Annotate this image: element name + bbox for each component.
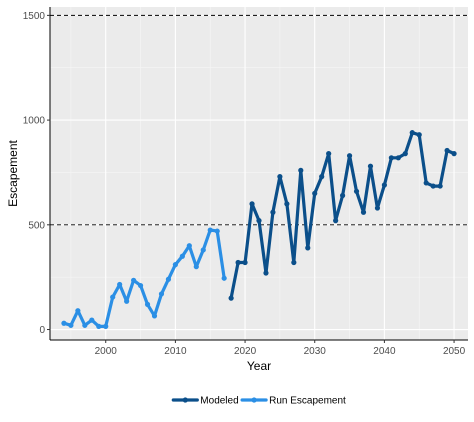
plot-panel xyxy=(50,7,468,340)
series-layer xyxy=(61,130,457,329)
data-point xyxy=(249,201,255,207)
y-tick-label: 1500 xyxy=(23,11,46,22)
data-point xyxy=(117,281,123,288)
data-point xyxy=(89,317,95,323)
data-point xyxy=(235,259,241,266)
data-point xyxy=(402,151,408,157)
data-point xyxy=(305,245,311,251)
data-point xyxy=(165,276,172,282)
data-point xyxy=(214,228,220,234)
y-axis-title: Escapement xyxy=(6,139,20,206)
data-point xyxy=(430,183,436,189)
legend-label: Modeled xyxy=(200,396,238,407)
data-point xyxy=(82,322,88,328)
data-point xyxy=(346,153,353,159)
data-point xyxy=(131,277,137,283)
data-point xyxy=(193,264,199,270)
data-point xyxy=(340,192,346,199)
data-point xyxy=(374,205,381,211)
x-tick-label: 2010 xyxy=(164,346,187,357)
data-point xyxy=(186,243,192,249)
x-tick-label: 2050 xyxy=(443,346,466,357)
data-point xyxy=(68,322,74,328)
data-point xyxy=(319,174,325,180)
data-point xyxy=(242,259,248,266)
axes: 2000 2010 2020 2030 2040 2050 0 500 1000 1500 xyxy=(23,7,468,357)
data-point xyxy=(110,294,116,300)
x-tick-label: 2040 xyxy=(373,346,396,357)
x-tick-label: 2000 xyxy=(95,346,118,357)
data-point xyxy=(263,270,269,276)
data-point xyxy=(312,190,318,196)
x-axis-title: Year xyxy=(247,359,271,373)
data-point xyxy=(172,262,178,268)
data-point xyxy=(151,313,158,319)
data-point xyxy=(360,209,367,215)
data-point xyxy=(75,308,81,314)
x-tick-label: 2020 xyxy=(234,346,257,357)
data-point xyxy=(270,209,276,215)
data-point xyxy=(96,323,102,329)
data-point xyxy=(437,183,443,189)
data-point xyxy=(444,147,450,154)
y-tick-label: 1000 xyxy=(23,116,46,127)
data-point xyxy=(367,163,374,169)
data-point xyxy=(256,218,262,224)
data-point xyxy=(103,323,109,329)
data-point xyxy=(388,155,394,161)
legend-key-point xyxy=(251,397,257,403)
data-point xyxy=(200,247,206,253)
data-point xyxy=(423,180,429,186)
data-point xyxy=(124,298,130,304)
data-point xyxy=(61,320,67,326)
data-point xyxy=(284,201,290,207)
legend: Modeled Run Escapement xyxy=(171,396,346,407)
data-point xyxy=(326,151,332,157)
data-point xyxy=(228,295,234,301)
data-point xyxy=(409,130,415,136)
data-point xyxy=(207,227,213,233)
y-tick-label: 500 xyxy=(28,220,45,231)
minor-gridlines xyxy=(50,7,468,340)
data-point xyxy=(221,275,227,281)
x-tick-label: 2030 xyxy=(304,346,327,357)
data-point xyxy=(137,282,144,289)
y-tick-label: 0 xyxy=(39,325,45,336)
data-point xyxy=(291,259,297,266)
data-point xyxy=(381,182,387,188)
data-point xyxy=(395,155,401,161)
data-point xyxy=(158,291,165,297)
data-point xyxy=(416,132,422,138)
data-point xyxy=(353,188,360,194)
data-point xyxy=(179,253,185,259)
data-point xyxy=(277,174,283,180)
data-point xyxy=(333,218,339,224)
data-point xyxy=(451,151,457,157)
data-point xyxy=(298,167,304,173)
data-point xyxy=(144,301,151,307)
legend-label: Run Escapement xyxy=(269,396,346,407)
legend-key-point xyxy=(182,397,188,403)
